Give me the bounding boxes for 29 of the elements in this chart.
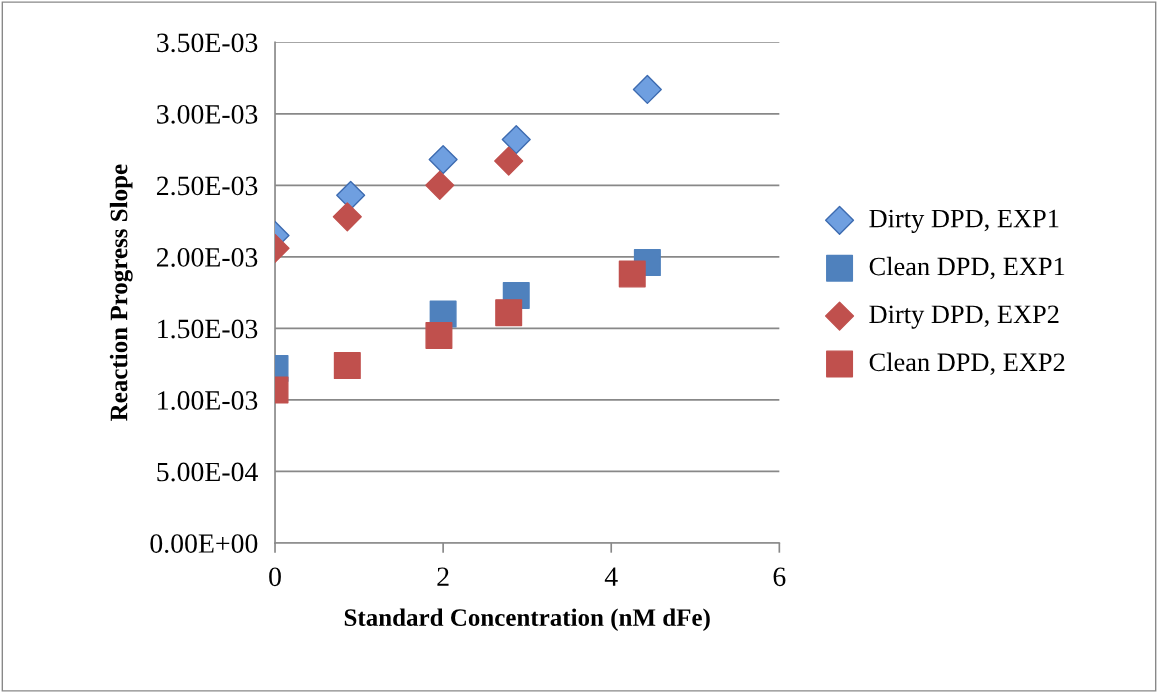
legend-label: Clean DPD, EXP2: [869, 352, 1065, 375]
x-tick-label: 6: [773, 567, 786, 587]
y-tick-label: 1.00E-03: [158, 391, 258, 410]
y-tick-label: 2.50E-03: [156, 176, 258, 196]
legend-label: Dirty DPD, EXP1: [869, 209, 1059, 233]
x-tick-label: 0: [269, 567, 281, 587]
point: [333, 352, 361, 380]
point: [428, 144, 458, 175]
point: [501, 124, 531, 155]
point: [425, 322, 453, 350]
point: [425, 170, 455, 200]
legend-label: Clean DPD, EXP1: [869, 256, 1065, 280]
point: [336, 180, 366, 210]
point: [332, 202, 362, 232]
point: [632, 74, 662, 105]
x-axis-title: Standard Concentration (nM dFe): [344, 608, 710, 632]
y-tick-label: 0.00E+00: [150, 534, 258, 553]
x-tick-label: 4: [604, 567, 618, 586]
y-tick-label: 3.00E-03: [157, 104, 258, 124]
x-tick-label: 2: [437, 567, 449, 586]
y-axis-title: Reaction Progress Slope: [109, 164, 133, 421]
y-tick-label: 5.00E-04: [157, 462, 258, 482]
y-tick-label: 2.00E-03: [156, 248, 258, 267]
point: [494, 146, 524, 176]
point: [495, 299, 523, 327]
legend-label: Dirty DPD, EXP2: [869, 305, 1059, 329]
y-tick-label: 1.50E-03: [158, 319, 258, 339]
y-tick-label: 3.50E-03: [157, 33, 258, 53]
point: [618, 260, 646, 288]
